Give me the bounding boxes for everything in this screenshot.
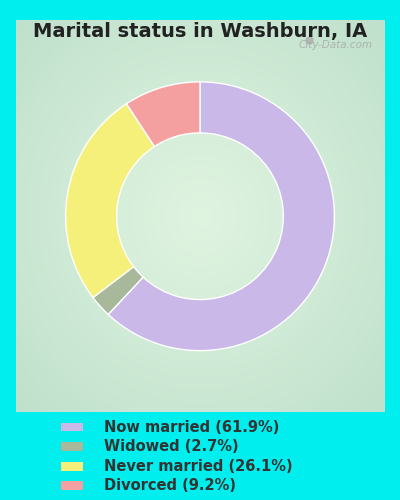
FancyBboxPatch shape: [61, 482, 83, 490]
Text: Marital status in Washburn, IA: Marital status in Washburn, IA: [33, 22, 367, 42]
Text: City-Data.com: City-Data.com: [299, 40, 373, 50]
Wedge shape: [66, 104, 154, 298]
FancyBboxPatch shape: [61, 442, 83, 451]
Wedge shape: [108, 82, 334, 350]
Text: Now married (61.9%): Now married (61.9%): [104, 420, 279, 434]
Wedge shape: [93, 266, 143, 314]
Text: Widowed (2.7%): Widowed (2.7%): [104, 439, 239, 454]
FancyBboxPatch shape: [61, 462, 83, 470]
Text: Divorced (9.2%): Divorced (9.2%): [104, 478, 236, 494]
Text: Never married (26.1%): Never married (26.1%): [104, 458, 293, 473]
FancyBboxPatch shape: [61, 422, 83, 432]
Wedge shape: [126, 82, 200, 146]
